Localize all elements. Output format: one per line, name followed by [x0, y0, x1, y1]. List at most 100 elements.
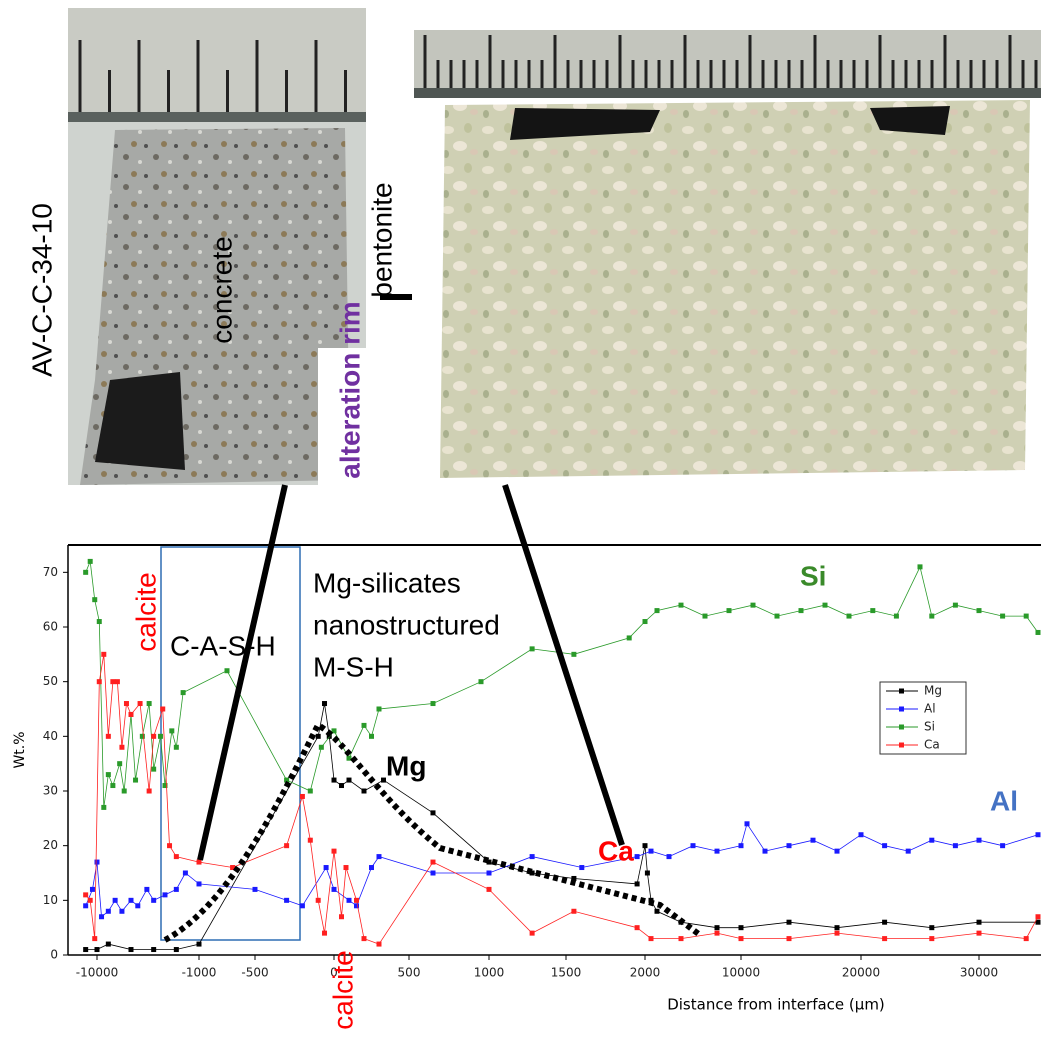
- annotation: calcite: [130, 572, 161, 651]
- data-point: [882, 920, 887, 925]
- data-point: [144, 887, 149, 892]
- data-point: [106, 772, 111, 777]
- data-point: [160, 707, 165, 712]
- data-point: [129, 947, 134, 952]
- data-point: [953, 843, 958, 848]
- data-point: [354, 898, 359, 903]
- data-point: [110, 783, 115, 788]
- data-point: [106, 909, 111, 914]
- data-point: [691, 843, 696, 848]
- data-point: [362, 936, 367, 941]
- data-point: [906, 849, 911, 854]
- data-point: [977, 608, 982, 613]
- data-point: [929, 614, 934, 619]
- data-point: [174, 854, 179, 859]
- link-line: [200, 485, 285, 860]
- data-point: [715, 931, 720, 936]
- legend-label: Si: [924, 720, 935, 734]
- data-point: [83, 903, 88, 908]
- data-point: [95, 947, 100, 952]
- data-point: [649, 849, 654, 854]
- bentonite-sample: [440, 100, 1030, 478]
- data-point: [882, 843, 887, 848]
- data-point: [158, 734, 163, 739]
- data-point: [362, 789, 367, 794]
- annotations: calcite calcite C-A-S-H Mg-silicates nan…: [12, 560, 1018, 1029]
- ruler-edge: [68, 112, 366, 122]
- figure: AV-C-C-34-10 concrete bentonite alterati…: [0, 0, 1041, 1039]
- legend-marker: [899, 743, 904, 748]
- y-tick-label: 0: [50, 948, 58, 962]
- data-point: [300, 903, 305, 908]
- legend-marker: [899, 689, 904, 694]
- y-tick-label: 50: [43, 674, 58, 688]
- data-point: [823, 603, 828, 608]
- data-point: [344, 865, 349, 870]
- x-tick-label: -500: [241, 966, 268, 980]
- data-point: [151, 947, 156, 952]
- data-point: [847, 614, 852, 619]
- data-point: [308, 838, 313, 843]
- data-point: [377, 942, 382, 947]
- data-point: [97, 619, 102, 624]
- legend-label: Mg: [924, 684, 942, 698]
- data-point: [183, 871, 188, 876]
- data-point: [151, 898, 156, 903]
- data-point: [377, 707, 382, 712]
- x-tick-label: -1000: [182, 966, 217, 980]
- data-point: [129, 712, 134, 717]
- annotation: Mg-silicates: [313, 567, 461, 598]
- x-tick-label: 20000: [842, 966, 880, 980]
- data-point: [787, 843, 792, 848]
- data-point: [322, 931, 327, 936]
- data-point: [1036, 630, 1041, 635]
- x-tick-label: 1000: [474, 966, 505, 980]
- ruler-left: [68, 8, 366, 120]
- data-point: [138, 701, 143, 706]
- data-point: [119, 909, 124, 914]
- data-point: [147, 789, 152, 794]
- data-point: [140, 734, 145, 739]
- cash-box: [161, 547, 300, 940]
- concrete-label: concrete: [206, 236, 237, 343]
- data-point: [332, 887, 337, 892]
- data-point: [487, 887, 492, 892]
- data-point: [135, 903, 140, 908]
- data-point: [122, 789, 127, 794]
- data-point: [627, 635, 632, 640]
- photos: AV-C-C-34-10 concrete bentonite alterati…: [26, 8, 1041, 485]
- data-point: [119, 745, 124, 750]
- data-point: [316, 734, 321, 739]
- data-point: [284, 843, 289, 848]
- legend-label: Ca: [924, 738, 940, 752]
- data-point: [308, 789, 313, 794]
- data-point: [775, 614, 780, 619]
- x-tick-label: 500: [398, 966, 421, 980]
- data-point: [88, 559, 93, 564]
- data-point: [133, 778, 138, 783]
- annotation: C-A-S-H: [170, 630, 276, 661]
- data-point: [362, 723, 367, 728]
- data-point: [151, 767, 156, 772]
- link-line: [505, 485, 622, 845]
- data-point: [787, 936, 792, 941]
- data-point: [643, 843, 648, 848]
- data-point: [655, 909, 660, 914]
- legend-marker: [899, 725, 904, 730]
- x-tick-label: -10000: [76, 966, 119, 980]
- data-point: [1036, 832, 1041, 837]
- data-point: [431, 701, 436, 706]
- annotation: Ca: [598, 835, 634, 866]
- data-point: [479, 679, 484, 684]
- ruler-edge: [414, 88, 1041, 98]
- data-point: [106, 734, 111, 739]
- data-point: [151, 734, 156, 739]
- data-point: [739, 925, 744, 930]
- data-point: [727, 608, 732, 613]
- bentonite-label: bentonite: [366, 182, 397, 297]
- series-line: [86, 824, 1038, 917]
- x-tick-label: 2000: [630, 966, 661, 980]
- data-point: [894, 614, 899, 619]
- data-point: [253, 887, 258, 892]
- data-point: [977, 931, 982, 936]
